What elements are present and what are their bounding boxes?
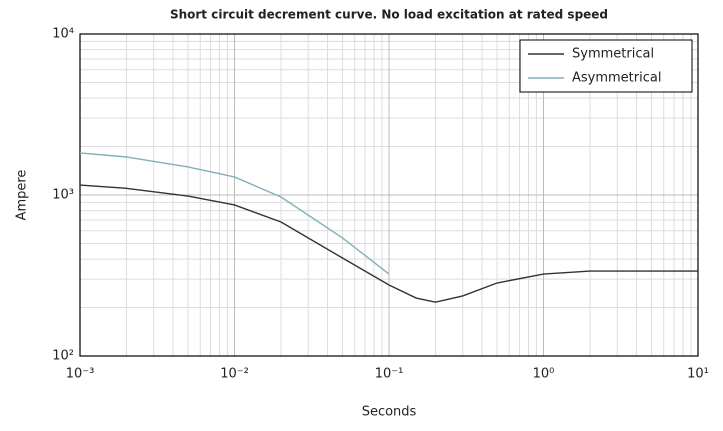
y-axis-label: Ampere — [15, 170, 30, 221]
x-tick-label: 10⁰ — [533, 367, 555, 382]
series-line — [79, 184, 698, 303]
y-tick-label: 10³ — [52, 188, 74, 203]
chart-title: Short circuit decrement curve. No load e… — [170, 8, 608, 22]
x-tick-label: 10⁻³ — [66, 367, 95, 382]
series-line — [79, 152, 390, 275]
legend-label: Symmetrical — [572, 47, 654, 62]
x-tick-label: 10¹ — [687, 367, 709, 382]
y-tick-label: 10² — [52, 349, 74, 364]
legend-label: Asymmetrical — [572, 71, 661, 86]
x-tick-label: 10⁻¹ — [375, 367, 404, 382]
legend-box — [519, 39, 693, 93]
x-axis-label: Seconds — [362, 405, 417, 420]
y-tick-label: 10⁴ — [52, 27, 74, 42]
plot-frame — [79, 33, 699, 357]
x-tick-label: 10⁻² — [220, 367, 249, 382]
